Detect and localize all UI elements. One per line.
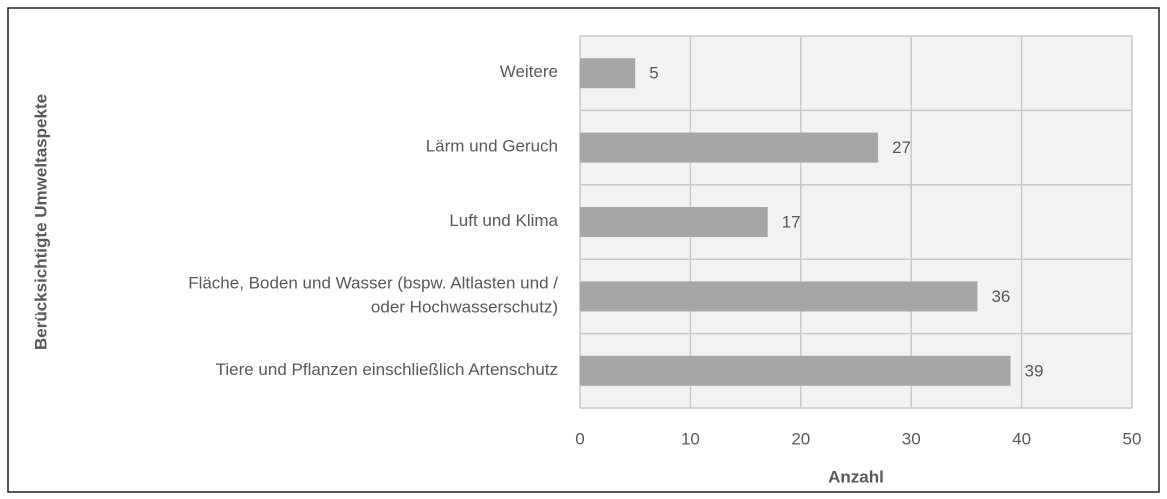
label-line: oder Hochwasserschutz): [371, 298, 558, 317]
label-line: Luft und Klima: [449, 211, 558, 230]
label-line: Fläche, Boden und Wasser (bspw. Altlaste…: [188, 274, 558, 293]
data-label: 27: [892, 138, 911, 157]
x-axis-label: Anzahl: [828, 467, 884, 486]
bar: [580, 281, 978, 312]
x-tick-label: 50: [1123, 429, 1142, 448]
bar: [580, 207, 768, 237]
x-tick-label: 10: [681, 429, 700, 448]
bar: [580, 355, 1011, 386]
data-label: 39: [1025, 361, 1044, 380]
x-tick-label: 40: [1012, 429, 1031, 448]
x-tick-label: 20: [791, 429, 810, 448]
label-line: Tiere und Pflanzen einschließlich Artens…: [216, 360, 558, 379]
y-tick-label: Luft und Klima: [449, 211, 558, 230]
y-tick-label: Fläche, Boden und Wasser (bspw. Altlaste…: [188, 274, 558, 317]
label-line: Weitere: [500, 63, 558, 82]
data-label: 5: [649, 64, 658, 83]
bar: [580, 132, 879, 163]
x-tick-label: 0: [575, 429, 584, 448]
data-label: 36: [991, 287, 1010, 306]
y-tick-label: Tiere und Pflanzen einschließlich Artens…: [216, 360, 558, 379]
data-label: 17: [782, 212, 801, 231]
y-tick-label: Weitere: [500, 63, 558, 82]
x-tick-label: 30: [902, 429, 921, 448]
bar: [580, 58, 636, 89]
label-line: Lärm und Geruch: [426, 137, 558, 156]
y-axis-label: Berücksichtigte Umweltaspekte: [31, 94, 50, 350]
y-tick-label: Lärm und Geruch: [426, 137, 558, 156]
